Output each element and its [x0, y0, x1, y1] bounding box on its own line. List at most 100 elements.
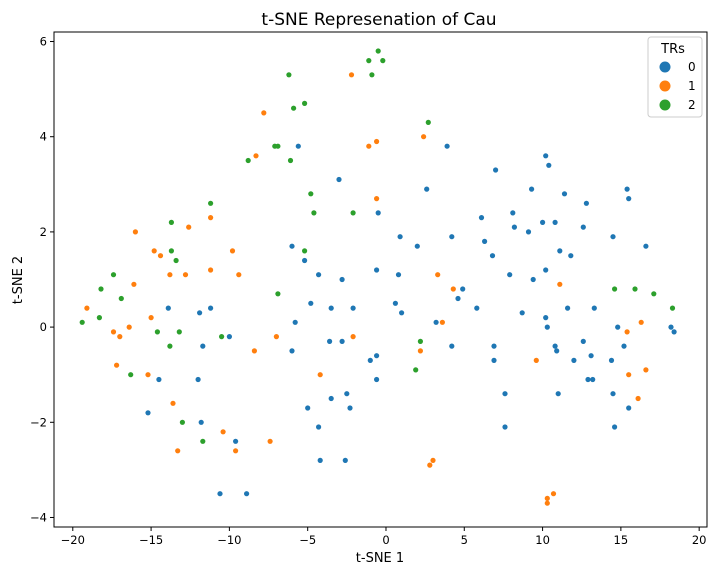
data-point	[244, 491, 250, 497]
data-point	[550, 491, 557, 497]
data-point	[348, 72, 355, 78]
data-point	[200, 343, 206, 349]
data-point	[302, 248, 308, 254]
data-point	[427, 462, 433, 468]
data-point	[145, 372, 151, 378]
data-point	[328, 305, 334, 311]
data-point	[444, 143, 450, 149]
data-point	[220, 429, 226, 435]
data-point	[233, 448, 239, 454]
data-point	[543, 315, 549, 321]
data-point	[507, 272, 513, 278]
data-point	[489, 253, 496, 259]
data-point	[302, 257, 308, 264]
data-point	[245, 157, 251, 164]
data-point	[110, 272, 117, 278]
y-tick-label: 2	[40, 225, 47, 239]
data-point	[317, 372, 323, 378]
legend-label: 0	[688, 60, 696, 74]
data-point	[200, 438, 206, 444]
data-point	[557, 248, 563, 254]
data-point	[530, 276, 536, 283]
data-point	[435, 272, 441, 278]
data-point	[643, 367, 649, 373]
data-point	[261, 110, 267, 116]
data-point	[253, 153, 259, 159]
data-point	[635, 395, 641, 402]
data-point	[455, 295, 461, 302]
data-point	[208, 267, 214, 273]
data-point	[308, 300, 314, 306]
legend-marker	[659, 61, 671, 73]
data-point	[275, 291, 281, 297]
data-point	[519, 310, 525, 316]
data-point	[327, 338, 333, 344]
data-point	[554, 348, 560, 354]
data-point	[251, 348, 257, 354]
data-point	[308, 191, 314, 197]
data-point	[287, 157, 294, 164]
data-point	[168, 248, 174, 254]
legend-items: 0 1 2	[659, 60, 696, 112]
y-axis-label: t-SNE 2	[11, 256, 26, 304]
y-tick-label: −2	[30, 415, 47, 429]
data-point	[267, 438, 273, 444]
data-point	[175, 448, 181, 454]
data-point	[145, 410, 151, 416]
data-point	[668, 324, 674, 330]
data-point	[585, 376, 591, 383]
data-point	[168, 219, 174, 225]
data-point	[114, 362, 120, 368]
data-point	[344, 391, 350, 397]
plot-area-frame	[53, 31, 708, 528]
data-point	[167, 272, 173, 278]
data-point	[533, 357, 539, 363]
data-point	[176, 329, 182, 335]
legend-marker	[659, 80, 671, 92]
data-point	[154, 329, 160, 335]
data-point	[226, 334, 232, 340]
data-point	[96, 315, 102, 321]
data-point	[229, 248, 236, 254]
data-point	[651, 291, 657, 297]
data-point	[511, 224, 517, 230]
data-point	[350, 305, 356, 311]
data-point	[273, 334, 279, 340]
data-point	[482, 238, 488, 244]
data-point	[610, 234, 616, 240]
data-point	[374, 376, 380, 383]
legend-box	[647, 36, 703, 118]
data-point	[328, 395, 334, 402]
data-point	[421, 134, 427, 140]
data-point	[478, 215, 485, 221]
data-point	[450, 286, 456, 292]
data-point	[369, 72, 375, 78]
legend-marker	[659, 99, 671, 111]
data-point	[588, 353, 594, 359]
data-point	[612, 286, 618, 292]
data-point	[399, 310, 405, 316]
data-point	[671, 329, 677, 335]
x-tick-label: −10	[217, 533, 241, 547]
data-point	[198, 419, 204, 425]
data-point	[374, 267, 380, 273]
data-point	[151, 248, 157, 254]
data-point	[347, 405, 353, 411]
data-point	[374, 353, 380, 359]
data-point	[552, 343, 558, 349]
data-point	[292, 319, 298, 325]
data-point	[167, 343, 173, 349]
data-point	[117, 334, 123, 340]
data-point	[449, 343, 455, 349]
series-1	[84, 72, 649, 506]
data-point	[552, 219, 558, 225]
chart-title: t-SNE Represenation of Cau	[261, 10, 496, 30]
data-point	[395, 272, 402, 278]
data-point	[311, 210, 317, 216]
legend: TRs 0 1 2	[647, 36, 703, 118]
data-point	[316, 424, 322, 430]
data-point	[173, 257, 179, 264]
data-point	[367, 357, 373, 363]
data-point	[295, 143, 301, 149]
data-point	[157, 253, 164, 259]
